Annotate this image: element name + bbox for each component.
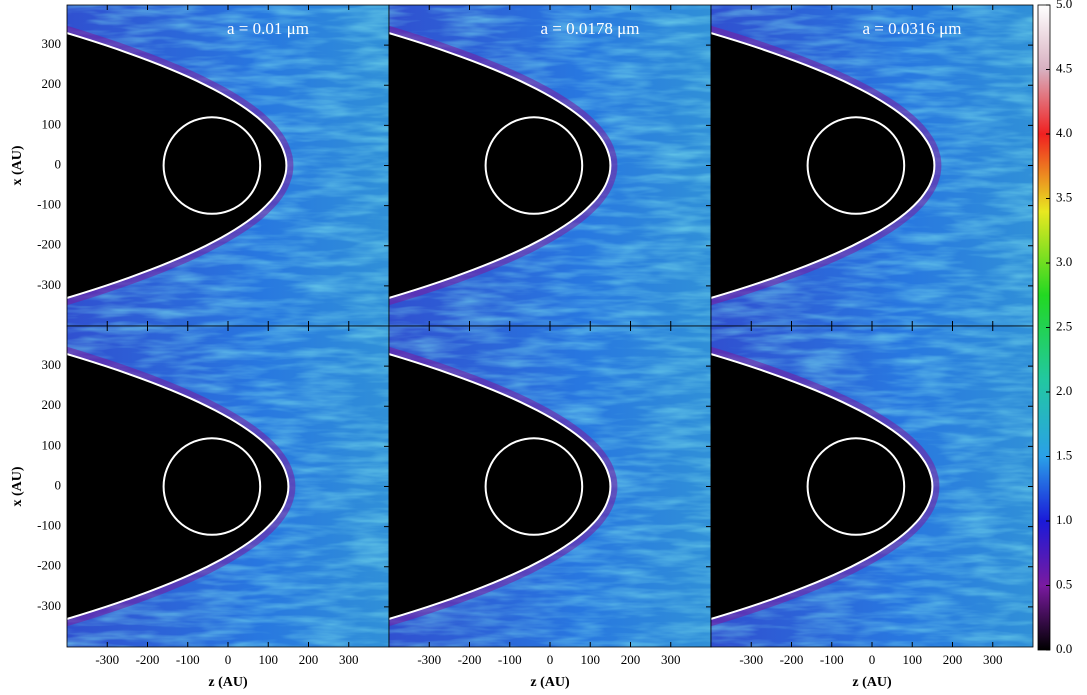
y-tick-label: 100 (42, 437, 62, 452)
y-tick-label: 300 (42, 36, 62, 51)
x-tick-label: 0 (225, 652, 232, 667)
y-tick-label: 100 (42, 116, 62, 131)
colorbar-tick-label: 1.5 (1056, 447, 1072, 462)
x-tick-label: -100 (498, 652, 522, 667)
x-tick-label: -300 (739, 652, 763, 667)
x-tick-label: 100 (259, 652, 279, 667)
astrosphere (711, 32, 936, 299)
x-tick-label: 100 (903, 652, 923, 667)
x-tick-label: 0 (869, 652, 876, 667)
x-tick-label: 300 (661, 652, 681, 667)
colorbar-tick-label: 4.0 (1056, 125, 1072, 140)
x-tick-label: -300 (417, 652, 441, 667)
colorbar-tick-label: 0.0 (1056, 641, 1072, 656)
x-axis-label: z (AU) (852, 675, 892, 690)
x-tick-label: 200 (299, 652, 319, 667)
termination-shock (806, 437, 906, 536)
x-tick-label: 200 (943, 652, 963, 667)
panel-title: a = 0.0316 μm (863, 19, 962, 38)
termination-shock (162, 437, 262, 536)
x-tick-label: -100 (820, 652, 844, 667)
termination-shock (806, 116, 906, 215)
panel (389, 326, 711, 647)
x-tick-label: 200 (621, 652, 641, 667)
x-tick-label: 300 (339, 652, 359, 667)
x-tick-label: 300 (983, 652, 1003, 667)
y-axis-label: x (AU) (10, 466, 25, 506)
y-tick-label: -100 (37, 518, 61, 533)
termination-shock (484, 437, 584, 536)
y-tick-label: 200 (42, 76, 62, 91)
colorbar-tick-label: 0.5 (1056, 576, 1072, 591)
colorbar-tick-label: 1.0 (1056, 512, 1072, 527)
astrosphere (711, 353, 934, 620)
astrosphere (67, 32, 288, 299)
astrosphere (67, 353, 290, 620)
colorbar-tick-label: 5.0 (1056, 0, 1072, 11)
panel (67, 326, 389, 647)
x-tick-label: -200 (780, 652, 804, 667)
y-axis-label: x (AU) (10, 145, 25, 185)
colorbar-tick-label: 3.0 (1056, 254, 1072, 269)
colorbar-tick-label: 3.5 (1056, 189, 1072, 204)
y-tick-label: 0 (55, 477, 62, 492)
y-tick-label: -300 (37, 277, 61, 292)
x-tick-label: 100 (581, 652, 601, 667)
y-tick-label: -200 (37, 558, 61, 573)
x-tick-label: -200 (136, 652, 160, 667)
y-tick-label: -300 (37, 598, 61, 613)
x-tick-label: -300 (95, 652, 119, 667)
colorbar-tick-label: 4.5 (1056, 60, 1072, 75)
panel-title: a = 0.0178 μm (541, 19, 640, 38)
y-tick-label: -200 (37, 237, 61, 252)
colorbar-tick-label: 2.5 (1056, 318, 1072, 333)
panel (711, 326, 1033, 647)
y-tick-label: -100 (37, 197, 61, 212)
y-tick-label: 300 (42, 357, 62, 372)
panel-title: a = 0.01 μm (227, 19, 309, 38)
astrosphere (389, 32, 612, 299)
x-tick-label: -100 (176, 652, 200, 667)
termination-shock (162, 116, 262, 215)
panel (389, 5, 711, 326)
panels: -300 -200 -100 0 100 200 300 x (AU) a = 0.01 μm a… (10, 4, 1034, 690)
termination-shock (484, 116, 584, 215)
x-axis-label: z (AU) (530, 675, 570, 690)
y-tick-label: 0 (55, 156, 62, 171)
astrosphere (389, 353, 612, 620)
panel (67, 5, 389, 326)
colorbar-tick-label: 2.0 (1056, 383, 1072, 398)
x-tick-label: 0 (547, 652, 554, 667)
x-tick-label: -200 (458, 652, 482, 667)
x-axis-label: z (AU) (208, 675, 248, 690)
y-tick-label: 200 (42, 397, 62, 412)
panel (711, 5, 1033, 326)
